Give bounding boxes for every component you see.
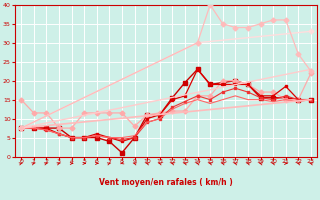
- X-axis label: Vent moyen/en rafales ( km/h ): Vent moyen/en rafales ( km/h ): [99, 178, 233, 187]
